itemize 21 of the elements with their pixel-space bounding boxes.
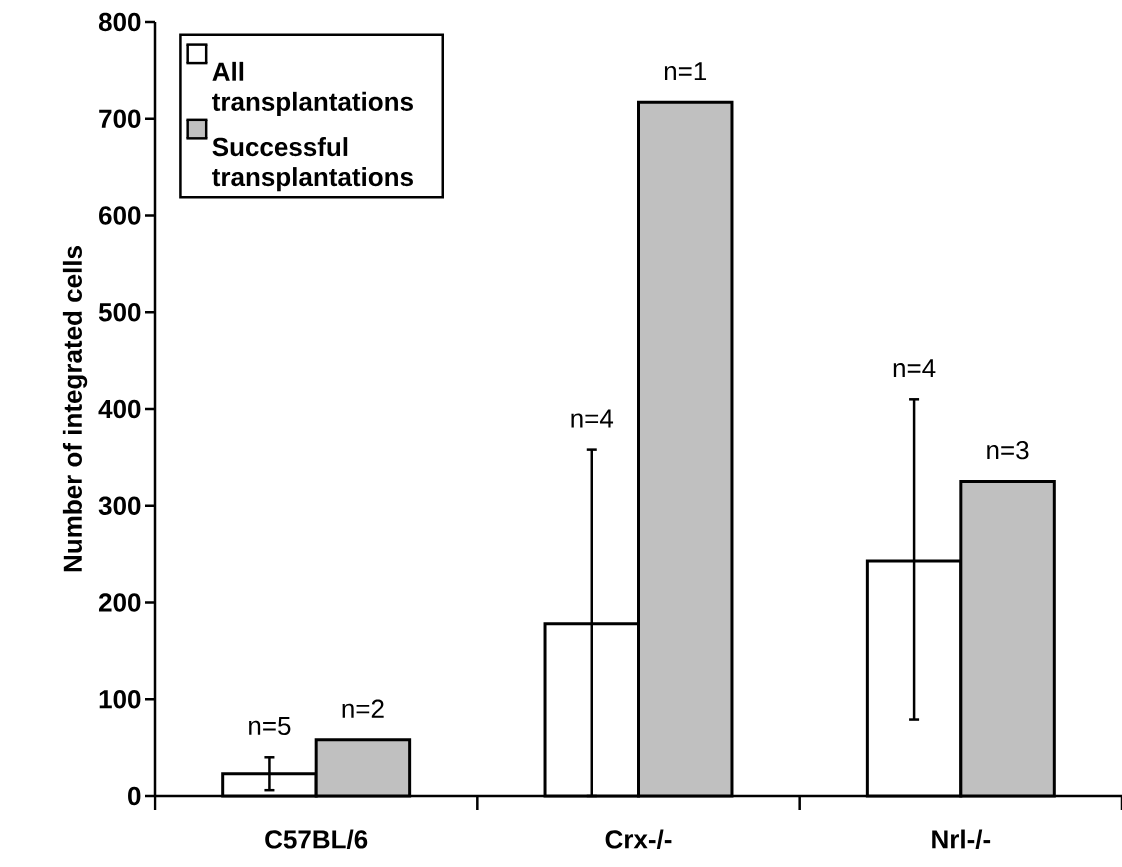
y-tick-label: 300	[98, 496, 141, 515]
x-tick-label: Crx-/-	[605, 829, 672, 849]
x-tick-label: Nrl-/-	[932, 829, 991, 849]
y-tick-label: 100	[99, 690, 141, 709]
y-tick-label: 800	[98, 12, 141, 32]
annotation: n=3	[987, 440, 1029, 460]
y-tick-label: 200	[98, 593, 141, 612]
legend-label: Successful transplantations	[212, 137, 413, 192]
y-axis-title: Number of integrated cells	[62, 246, 88, 572]
annotation: n=2	[342, 699, 384, 718]
y-tick-label: 500	[98, 303, 141, 322]
y-tick-label: 0	[128, 786, 141, 806]
annotation: n=4	[893, 359, 936, 378]
annotation: n=4	[571, 409, 614, 428]
y-tick-label: 700	[99, 109, 141, 128]
annotation: n=5	[249, 716, 291, 736]
legend-label: All transplantations	[212, 61, 413, 117]
x-tick-label: C57BL/6	[265, 829, 368, 849]
y-tick-label: 600	[99, 206, 141, 225]
annotation: n=1	[664, 62, 707, 81]
y-tick-label: 400	[98, 399, 141, 419]
